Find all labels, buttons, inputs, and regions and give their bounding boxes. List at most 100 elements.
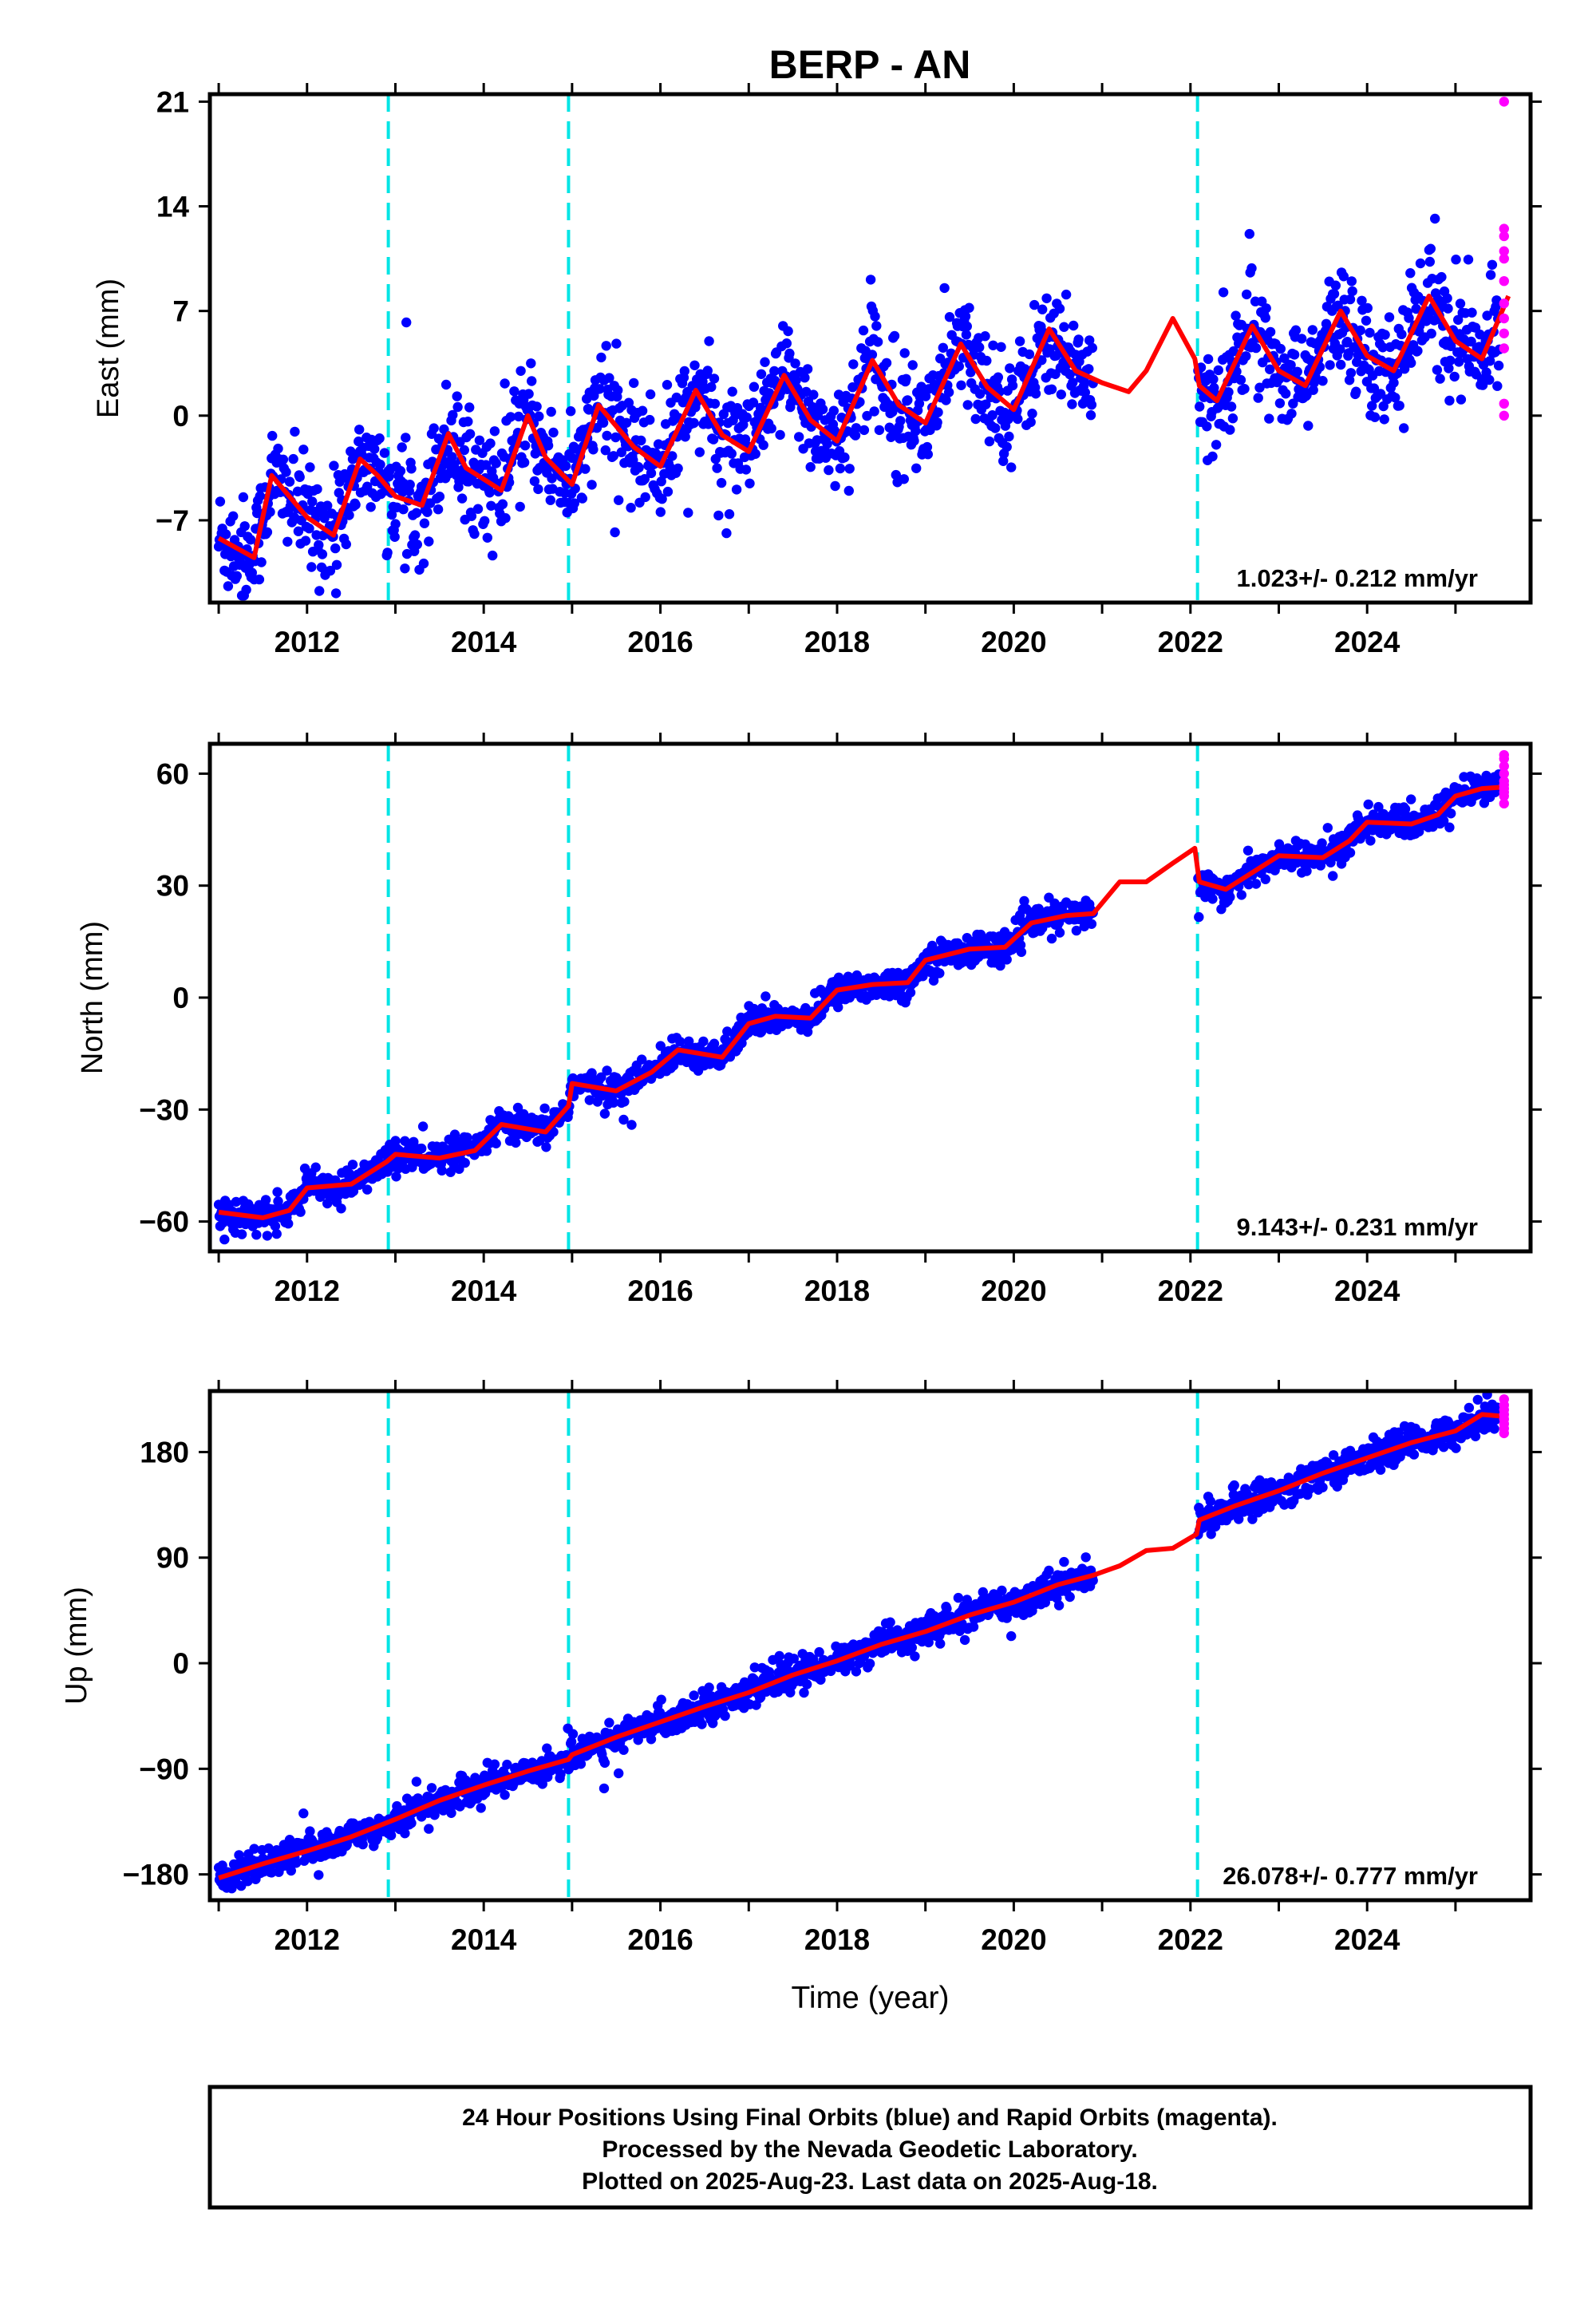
data-point [1346, 276, 1357, 287]
data-point [760, 357, 770, 367]
data-point [400, 1828, 410, 1839]
data-point [547, 473, 557, 484]
data-point [459, 445, 469, 456]
data-point [1213, 365, 1224, 376]
data-point [424, 1824, 434, 1834]
data-point [1286, 409, 1297, 419]
data-point [401, 317, 412, 328]
data-point [602, 1065, 612, 1076]
data-point [990, 423, 1001, 433]
data-point [899, 348, 910, 358]
data-point [689, 1690, 699, 1701]
data-point [537, 1779, 547, 1789]
data-point [689, 360, 700, 370]
data-point [215, 496, 226, 507]
data-point [374, 433, 385, 444]
data-point [1207, 894, 1218, 904]
data-point [382, 547, 393, 558]
data-point [1084, 335, 1095, 346]
data-point [391, 1172, 401, 1182]
data-point [267, 1867, 277, 1878]
data-point [448, 409, 458, 421]
data-point [1405, 268, 1416, 279]
data-point [1375, 389, 1386, 399]
data-point [683, 508, 693, 518]
data-point [509, 386, 519, 397]
data-point [1250, 342, 1262, 354]
data-point [271, 1228, 282, 1239]
data-point [491, 1138, 501, 1149]
data-point [587, 480, 597, 490]
data-point [961, 330, 972, 340]
data-point [727, 386, 737, 397]
data-point [968, 1622, 979, 1632]
data-point [1396, 329, 1407, 340]
rapid-point [1499, 398, 1509, 409]
data-point [1357, 295, 1367, 306]
data-point [1342, 337, 1353, 347]
data-point [646, 1734, 657, 1745]
data-point [312, 484, 322, 495]
data-point [273, 1196, 283, 1207]
data-point [238, 492, 249, 503]
data-point [709, 1038, 720, 1049]
data-point [1046, 384, 1057, 394]
data-point [988, 340, 998, 350]
data-point [1087, 342, 1098, 354]
data-point [400, 563, 410, 574]
data-point [1464, 1402, 1475, 1413]
data-point [1274, 398, 1286, 409]
data-point [1493, 360, 1504, 371]
data-point [1241, 351, 1251, 362]
data-point [1317, 838, 1327, 848]
data-point [1244, 228, 1255, 239]
data-point [614, 495, 624, 505]
data-point [610, 527, 620, 538]
data-point [1369, 412, 1381, 422]
data-point [1025, 417, 1036, 428]
data-point [1001, 954, 1012, 965]
data-point [935, 1638, 946, 1649]
data-point [281, 467, 291, 477]
data-point [567, 1729, 579, 1739]
data-point [1243, 879, 1254, 890]
data-point [1227, 413, 1238, 424]
data-point [910, 1651, 920, 1662]
data-point [1019, 895, 1029, 907]
data-point [885, 1617, 895, 1627]
data-point [939, 283, 950, 294]
data-point [1041, 293, 1052, 303]
data-point [1080, 1552, 1091, 1563]
data-point [1225, 425, 1235, 435]
data-point [981, 399, 991, 409]
data-point [953, 1592, 964, 1603]
data-point [628, 455, 638, 465]
data-point [1454, 357, 1464, 367]
data-point [341, 539, 351, 550]
data-point [1455, 298, 1466, 309]
data-point [497, 499, 508, 509]
data-point [618, 1745, 629, 1755]
y-tick-label: −60 [139, 1206, 189, 1239]
data-point [1351, 386, 1361, 397]
data-point [645, 414, 655, 425]
data-point [379, 448, 390, 458]
data-point [636, 435, 646, 446]
data-point [228, 511, 239, 521]
data-point [596, 352, 606, 363]
north-model-line [218, 784, 1509, 1220]
data-point [1317, 376, 1328, 386]
data-point [1080, 387, 1091, 397]
data-point [390, 519, 401, 529]
data-point [304, 524, 314, 534]
x-tick-label: 2020 [981, 626, 1046, 658]
x-tick-label: 2012 [275, 626, 340, 658]
data-point [1435, 373, 1445, 384]
data-point [375, 459, 385, 470]
data-point [481, 1146, 492, 1156]
data-point [1013, 413, 1023, 425]
data-point [286, 1865, 296, 1876]
data-point [889, 330, 900, 342]
data-point [626, 503, 636, 513]
